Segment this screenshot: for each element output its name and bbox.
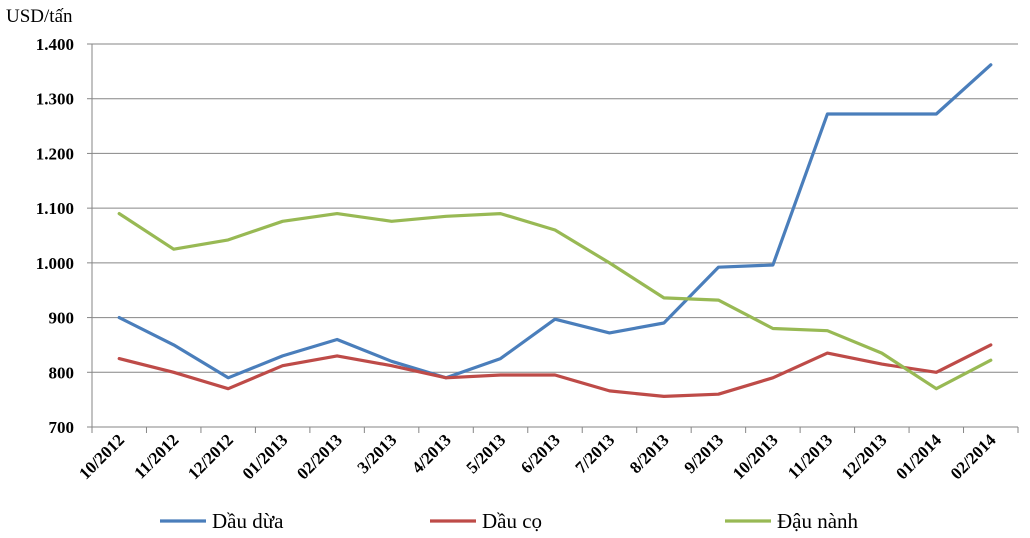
y-tick-label: 700 [49, 418, 75, 437]
legend-label: Dầu cọ [482, 509, 542, 533]
y-tick-label: 1.100 [36, 199, 74, 218]
series-lines [117, 63, 993, 398]
x-tick-label: 5/2013 [463, 430, 510, 477]
x-tick-label: 9/2013 [680, 430, 727, 477]
gridlines [92, 43, 1018, 373]
y-tick-label: 900 [49, 309, 75, 328]
y-tick-label: 1.300 [36, 90, 74, 109]
x-tick-label: 11/2013 [784, 430, 836, 482]
x-tick-label: 11/2012 [130, 430, 182, 482]
y-axis-ticks: 700 800 900 1.000 1.100 1.200 1.300 1.400 [36, 35, 92, 437]
x-tick-label: 8/2013 [626, 430, 673, 477]
series-line-1 [117, 63, 993, 380]
y-tick-label: 800 [49, 363, 75, 382]
x-tick-label: 3/2013 [354, 430, 401, 477]
y-tick-label: 1.200 [36, 144, 74, 163]
x-tick-label: 02/2014 [947, 430, 1000, 483]
x-tick-label: 4/2013 [408, 430, 455, 477]
axes [91, 44, 1018, 428]
y-axis-unit-label: USD/tấn [6, 6, 73, 27]
series-line-2 [117, 343, 993, 398]
y-tick-label: 1.000 [36, 254, 74, 273]
x-tick-label: 7/2013 [571, 430, 618, 477]
x-axis-ticks: 10/2012 11/2012 12/2012 01/2013 02/2013 3/201… [75, 427, 1019, 483]
series-line-3 [117, 212, 993, 391]
y-tick-label: 1.400 [36, 35, 74, 54]
x-tick-label: 10/2013 [729, 430, 782, 483]
x-tick-label: 01/2014 [892, 430, 945, 483]
legend-label: Đậu nành [777, 509, 859, 533]
x-tick-label: 6/2013 [517, 430, 564, 477]
legend-label: Dầu dừa [212, 509, 284, 533]
x-tick-label: 01/2013 [239, 430, 292, 483]
x-tick-label: 02/2013 [293, 430, 346, 483]
x-tick-label: 10/2012 [75, 430, 128, 483]
x-tick-label: 12/2012 [184, 430, 237, 483]
x-tick-label: 12/2013 [838, 430, 891, 483]
legend: Dầu dừa Dầu cọ Đậu nành [160, 509, 859, 533]
